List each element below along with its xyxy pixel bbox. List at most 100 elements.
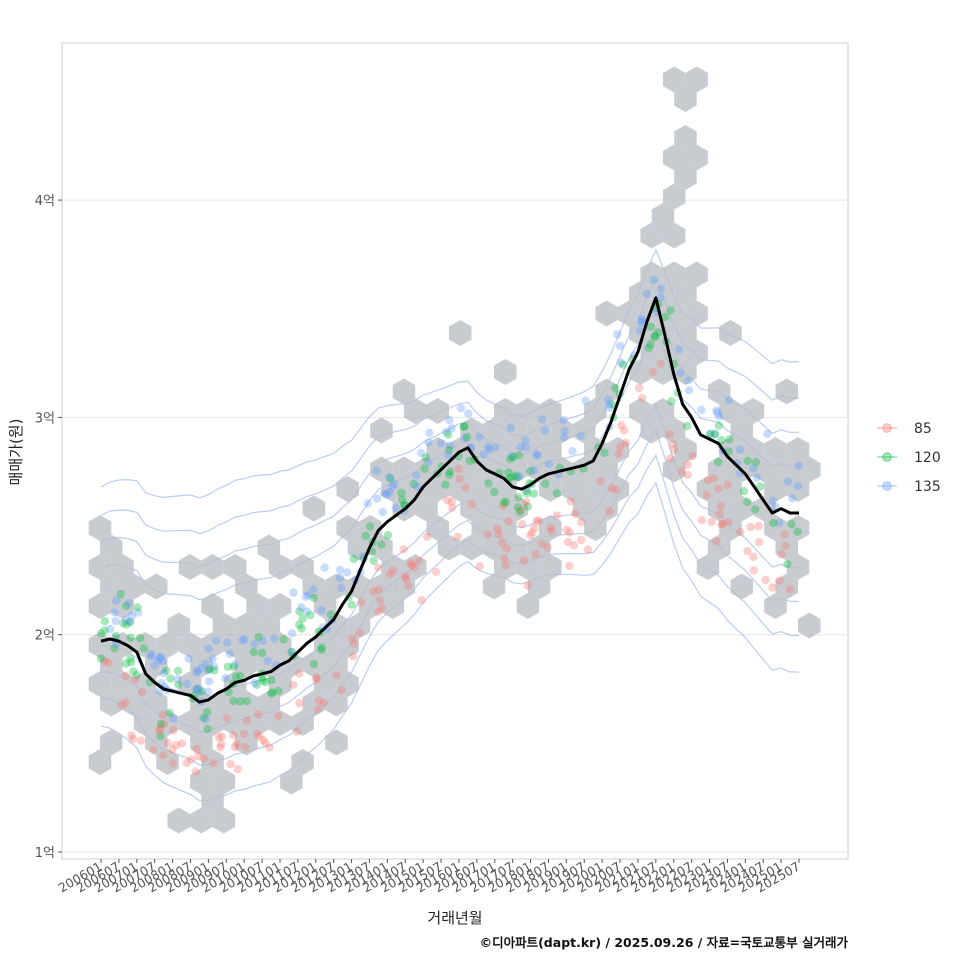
scatter-point — [637, 318, 646, 327]
scatter-point — [424, 458, 433, 467]
hexbin-cell — [88, 671, 112, 697]
scatter-point — [412, 482, 421, 491]
hexbin-cell — [325, 573, 348, 600]
hexbin-cell — [651, 203, 675, 229]
hexbin-cell — [595, 300, 618, 327]
scatter-point — [666, 306, 675, 315]
scatter-point — [465, 456, 474, 466]
scatter-point — [147, 652, 156, 661]
scatter-point — [230, 742, 240, 752]
hexbin-cell — [223, 554, 247, 580]
scatter-point — [637, 314, 646, 324]
scatter-point — [522, 489, 532, 498]
scatter-point — [475, 432, 484, 442]
scatter-point — [137, 688, 147, 697]
hexbin-cell — [595, 495, 618, 522]
scatter-point — [654, 328, 663, 337]
hexbin-cell — [685, 339, 708, 366]
scatter-point — [750, 505, 760, 514]
scatter-point — [301, 592, 310, 601]
scatter-point — [583, 545, 593, 554]
scatter-point — [768, 496, 777, 505]
hexbin-cell — [707, 456, 731, 483]
scatter-point — [156, 732, 165, 741]
hexbin-cell — [404, 476, 427, 502]
scatter-point — [171, 741, 181, 750]
scatter-point — [203, 707, 212, 717]
scatter-point — [136, 736, 146, 745]
scatter-point — [504, 468, 513, 477]
hexbin-cell — [505, 495, 528, 522]
hexbin-cell — [516, 437, 540, 463]
hexbin-cell — [145, 690, 168, 717]
scatter-point — [621, 438, 631, 447]
hexbin-cell — [719, 320, 742, 346]
scatter-point — [236, 697, 245, 706]
scatter-point — [547, 526, 556, 536]
scatter-point — [337, 686, 347, 695]
scatter-point — [201, 714, 210, 724]
scatter-point — [158, 710, 167, 720]
hexbin-cell — [392, 456, 416, 483]
scatter-point — [746, 522, 755, 532]
scatter-point — [516, 442, 525, 452]
hexbin-cell — [268, 593, 292, 619]
hexbin-cell — [145, 651, 168, 678]
scatter-point — [252, 680, 261, 689]
scatter-point — [669, 445, 679, 454]
scatter-point — [363, 499, 373, 508]
scatter-point — [258, 735, 268, 745]
hexbin-cell — [415, 456, 438, 483]
hexbin-cell — [201, 632, 224, 658]
hexbin-cell — [325, 651, 348, 678]
scatter-point — [646, 322, 655, 331]
scatter-point — [335, 565, 345, 575]
hexbin-cell — [156, 710, 179, 736]
scatter-point — [560, 426, 569, 436]
scatter-point — [684, 386, 694, 395]
scatter-point — [130, 675, 139, 685]
hexbin-cell — [122, 690, 145, 717]
scatter-point — [379, 489, 389, 498]
hexbin-cell — [719, 398, 742, 424]
hexbin-cell — [786, 476, 810, 502]
scatter-point — [385, 472, 394, 482]
hexbin-cell — [100, 729, 123, 756]
hexbin-cell — [460, 495, 483, 522]
scatter-point — [104, 658, 113, 668]
scatter-point — [134, 608, 143, 617]
hexbin-cell — [257, 690, 281, 717]
hexbin-cell — [662, 417, 686, 444]
scatter-point — [513, 472, 522, 482]
scatter-point — [146, 649, 155, 659]
hexbin-cell — [392, 378, 416, 405]
scatter-point — [607, 484, 616, 493]
scatter-point — [119, 618, 128, 628]
scatter-point — [494, 530, 504, 539]
scatter-point — [709, 474, 718, 483]
hexbin-cell — [775, 573, 798, 600]
scatter-point — [514, 472, 524, 481]
hexbin-cell — [235, 690, 258, 717]
hexbin-cell — [268, 710, 292, 736]
scatter-point — [581, 396, 590, 405]
hexbin-cell — [190, 690, 213, 717]
scatter-point — [312, 673, 321, 682]
scatter-point — [761, 575, 770, 585]
scatter-point — [235, 671, 245, 680]
scatter-point — [596, 477, 605, 486]
scatter-point — [204, 666, 213, 675]
scatter-point — [460, 422, 469, 431]
scatter-point — [156, 719, 166, 729]
hexbin-cell — [336, 632, 359, 658]
scatter-point — [768, 583, 777, 592]
scatter-point — [110, 644, 119, 653]
scatter-point — [504, 516, 513, 526]
scatter-point — [532, 450, 541, 459]
scatter-point — [159, 669, 168, 678]
scatter-point — [265, 743, 274, 752]
scatter-point — [110, 608, 119, 617]
hexbin-cell — [235, 651, 258, 678]
scatter-point — [533, 451, 542, 460]
hexbin-cell — [302, 651, 326, 678]
